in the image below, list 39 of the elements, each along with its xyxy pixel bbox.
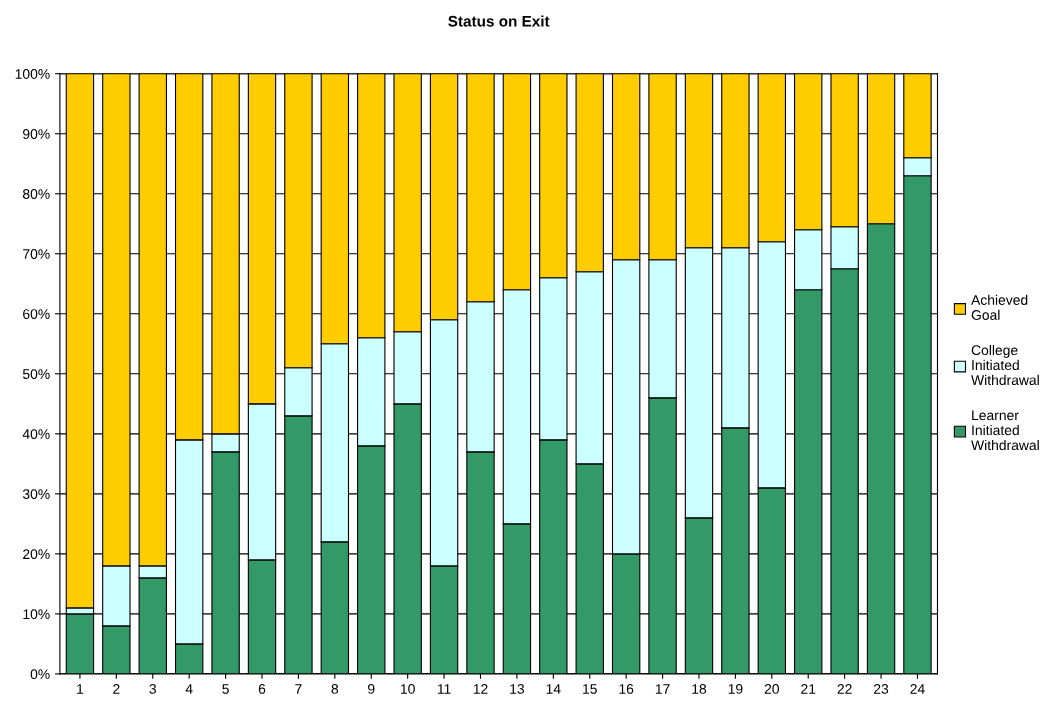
y-tick-label: 10% [23,609,50,620]
x-tick-label: 15 [583,684,597,694]
y-tick-label: 0% [30,669,50,680]
x-tick-label: 12 [473,684,488,694]
x-tick-label: 18 [692,684,707,694]
y-tick-label: 90% [23,129,50,139]
x-tick-label: 10 [401,684,415,694]
x-tick-label: 2 [113,684,120,694]
y-tick-label: 50% [22,369,50,379]
x-tick-label: 24 [910,684,925,694]
y-tick-label: 20% [23,549,50,560]
x-tick-label: 1 [77,684,84,694]
x-tick-label: 4 [185,684,193,694]
x-tick-label: 7 [295,684,302,694]
y-tick-label: 80% [22,189,50,199]
x-tick-label: 5 [222,684,229,694]
x-tick-label: 14 [546,684,561,694]
y-tick-label: 40% [22,429,50,440]
x-tick-label: 19 [728,684,743,694]
x-tick-label: 23 [874,684,889,694]
x-tick-label: 17 [655,684,670,694]
y-tick-label: 100% [15,69,50,79]
x-tick-label: 13 [510,684,525,694]
y-tick-label: 70% [23,249,50,259]
x-tick-label: 6 [258,684,266,694]
x-tick-label: 9 [368,684,375,694]
x-tick-label: 11 [437,684,451,694]
y-tick-label: 30% [22,489,50,500]
x-tick-label: 21 [801,684,816,694]
x-tick-label: 20 [764,684,779,694]
legend-label: Learner Initiated Withdrawal [971,410,1039,451]
legend-label: Achieved Goal [971,294,1028,320]
x-tick-label: 22 [837,684,852,694]
x-tick-label: 8 [331,684,339,694]
chart-title: Status on Exit [448,15,550,27]
x-tick-label: 16 [619,684,634,694]
legend-label: College Initiated Withdrawal [971,344,1039,386]
y-tick-label: 60% [23,309,50,319]
x-tick-label: 3 [149,684,157,694]
